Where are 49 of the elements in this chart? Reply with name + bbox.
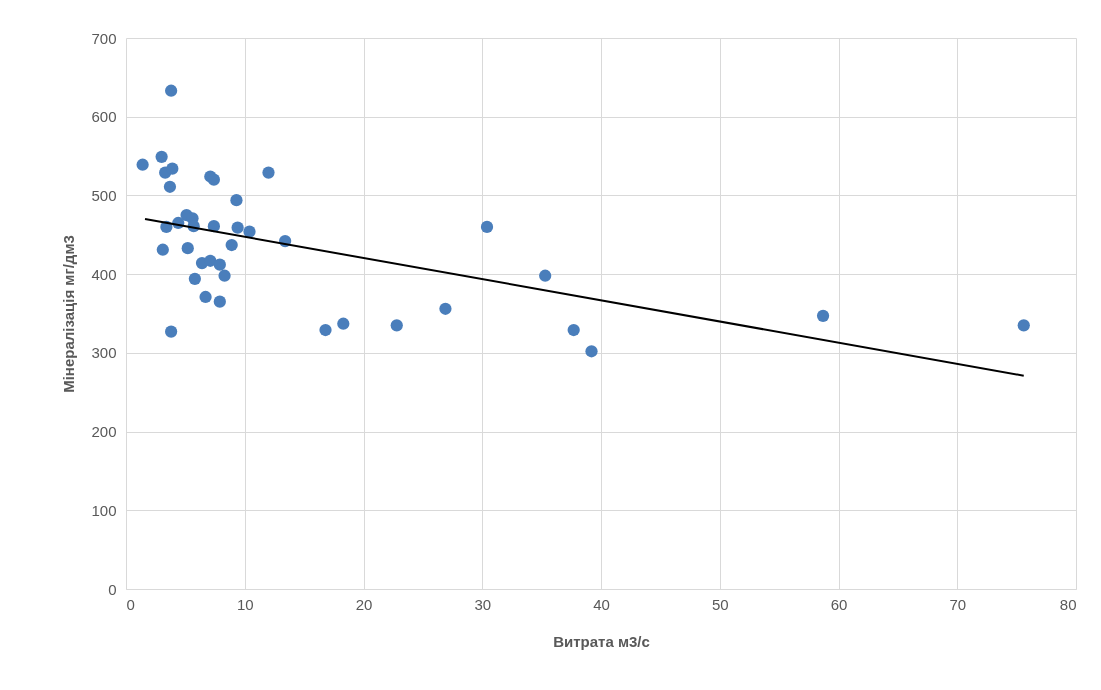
- x-tick-label: 80: [1059, 595, 1077, 613]
- point: [1017, 319, 1030, 332]
- x-tick-label: 60: [830, 595, 848, 613]
- point: [166, 162, 179, 175]
- x-tick-label: 40: [593, 595, 610, 613]
- x-axis-title: Витрата м3/с: [553, 632, 650, 650]
- point: [199, 290, 212, 304]
- point: [816, 309, 830, 322]
- point: [165, 325, 178, 338]
- point: [480, 220, 494, 234]
- point: [230, 194, 243, 207]
- point: [155, 150, 168, 163]
- point: [243, 225, 256, 238]
- point: [390, 319, 403, 332]
- point: [213, 258, 226, 271]
- point: [163, 180, 177, 193]
- point: [262, 166, 275, 179]
- point: [337, 317, 350, 330]
- x-tick-label: 10: [236, 595, 254, 613]
- point: [156, 243, 169, 256]
- x-tick-label: 20: [355, 595, 373, 613]
- y-tick-label: 200: [91, 423, 117, 441]
- point: [225, 238, 238, 252]
- point: [585, 345, 598, 358]
- y-tick-label: 0: [108, 580, 117, 598]
- y-tick-label: 600: [91, 108, 117, 126]
- point: [204, 254, 217, 267]
- point: [567, 323, 580, 337]
- y-tick-label: 700: [91, 29, 117, 47]
- y-tick-label: 500: [91, 186, 117, 204]
- x-tick-label: 70: [949, 595, 967, 613]
- x-tick-label: 50: [711, 595, 729, 613]
- x-tick-label: 0: [126, 595, 135, 613]
- y-tick-label: 400: [91, 265, 117, 283]
- point: [319, 323, 332, 337]
- point: [136, 158, 149, 171]
- point: [218, 269, 231, 282]
- point: [539, 269, 552, 282]
- point: [207, 220, 220, 233]
- point: [165, 84, 178, 97]
- point: [213, 295, 226, 308]
- y-tick-label: 100: [91, 501, 117, 519]
- point: [439, 302, 452, 315]
- point: [188, 272, 201, 285]
- y-axis-title: Мінералізація мг/дм3: [60, 235, 78, 393]
- y-tick-label: 300: [91, 344, 117, 362]
- x-tick-label: 30: [474, 595, 492, 613]
- point: [231, 221, 244, 234]
- point: [181, 242, 194, 255]
